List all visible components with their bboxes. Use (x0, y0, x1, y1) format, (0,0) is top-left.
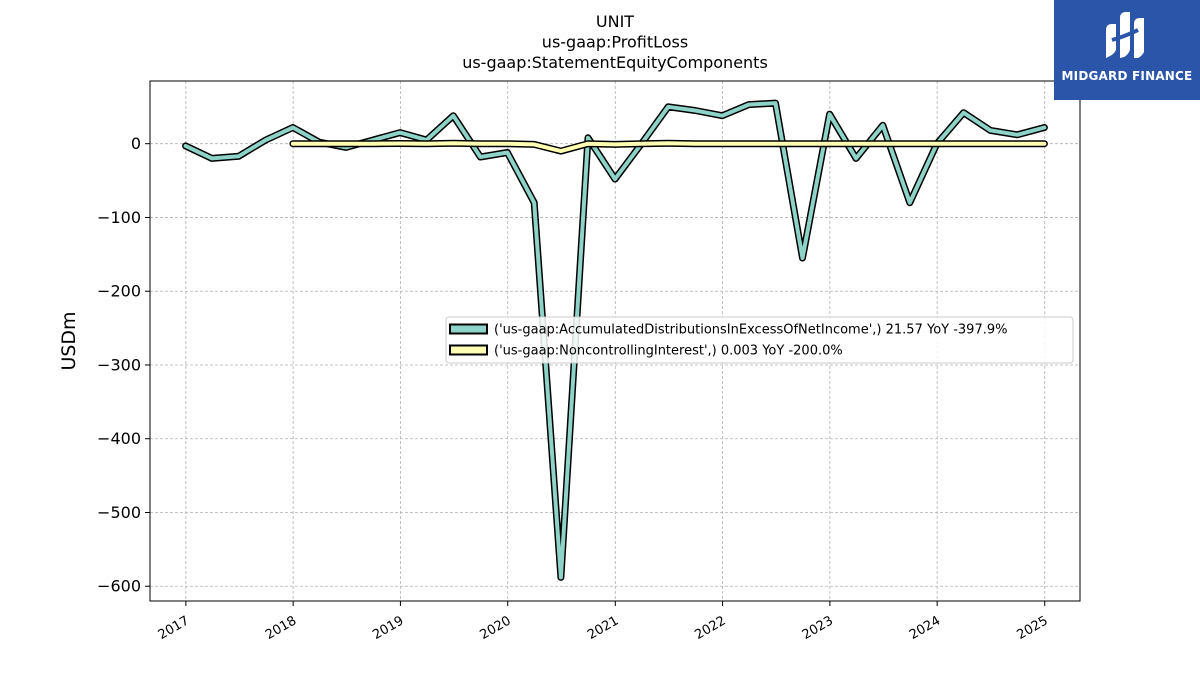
legend: ('us-gaap:AccumulatedDistributionsInExce… (445, 316, 1074, 364)
title-line: us-gaap:StatementEquityComponents (462, 53, 768, 72)
logo-text: MIDGARD FINANCE (1061, 69, 1193, 83)
x-tick-label: 2023 (800, 613, 836, 643)
series-line (290, 141, 1047, 154)
y-tick-label: −200 (97, 282, 141, 301)
chart-title: UNIT us-gaap:ProfitLossus-gaap:StatementE… (462, 12, 768, 72)
x-tick-label: 2017 (156, 613, 192, 643)
legend-label: ('us-gaap:AccumulatedDistributionsInExce… (494, 323, 1007, 338)
x-tick-label: 2021 (585, 613, 621, 643)
series-lines (182, 99, 1048, 581)
x-tick-label: 2022 (692, 613, 728, 643)
y-tick-label: −500 (97, 503, 141, 522)
title-line: us-gaap:ProfitLoss (542, 33, 688, 52)
x-tick-label: 2025 (1015, 613, 1051, 643)
x-tick-label: 2024 (907, 613, 943, 643)
y-tick-label: −100 (97, 208, 141, 227)
x-axis-ticks: 2017 2018 2019 2020 2021 2022 2023 2024 2025 (156, 601, 1051, 643)
legend-swatch (449, 323, 488, 335)
y-axis-label: USDm (58, 311, 80, 370)
legend-label: ('us-gaap:NoncontrollingInterest',) 0.00… (494, 344, 843, 359)
x-tick-label: 2019 (370, 613, 406, 643)
y-tick-label: 0 (131, 134, 141, 153)
y-tick-label: −400 (97, 429, 141, 448)
title-line: UNIT (596, 12, 634, 31)
x-tick-label: 2018 (263, 613, 299, 643)
logo-icon (1106, 12, 1144, 58)
y-tick-label: −300 (97, 355, 141, 374)
y-axis-ticks: 0 −100 −200 −300 −400 −500 −600 (97, 134, 150, 596)
legend-box (445, 316, 1074, 364)
legend-swatch (449, 344, 488, 356)
brand-logo: MIDGARD FINANCE (1054, 0, 1200, 100)
y-tick-label: −600 (97, 577, 141, 596)
x-tick-label: 2020 (478, 613, 514, 643)
